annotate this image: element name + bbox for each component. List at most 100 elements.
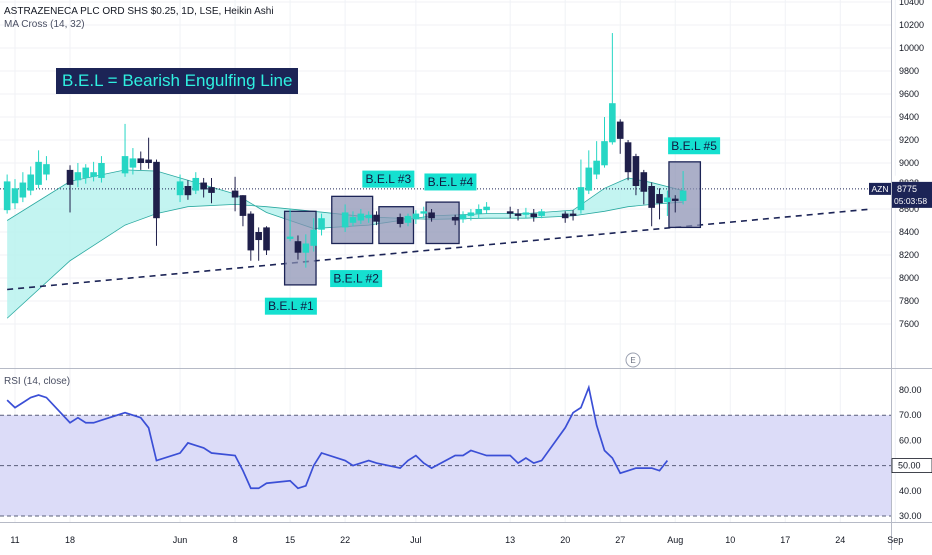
candle-body bbox=[11, 188, 19, 204]
candle-body bbox=[428, 212, 435, 219]
candle-body bbox=[664, 197, 671, 203]
candle-body bbox=[310, 229, 317, 246]
candle-up bbox=[192, 172, 200, 195]
candle-body bbox=[624, 142, 632, 173]
candle-body bbox=[43, 164, 50, 175]
earnings-marker-icon[interactable] bbox=[625, 352, 641, 368]
price-tick-label: 9600 bbox=[899, 89, 919, 99]
candle-up bbox=[74, 163, 82, 188]
time-tick-label: 22 bbox=[340, 535, 350, 545]
candle-up bbox=[302, 234, 310, 268]
candle-body bbox=[569, 213, 577, 216]
candle-up bbox=[475, 204, 483, 219]
time-tick-label: 24 bbox=[835, 535, 845, 545]
candle-body bbox=[200, 182, 207, 190]
candle-body bbox=[561, 213, 569, 219]
candle-down bbox=[66, 165, 74, 213]
candle-up bbox=[585, 150, 593, 195]
candle-down bbox=[640, 169, 648, 205]
candle-body bbox=[506, 211, 514, 214]
earnings-marker-label: E bbox=[630, 356, 635, 365]
candle-down bbox=[137, 151, 145, 170]
ticker-label: AZN bbox=[872, 184, 889, 194]
candle-up bbox=[577, 159, 585, 214]
candle-up bbox=[27, 166, 35, 196]
candle-body bbox=[522, 212, 530, 215]
candle-body bbox=[74, 172, 82, 181]
candle-body bbox=[231, 190, 239, 198]
bel-annotation[interactable]: B.E.L #2 bbox=[330, 270, 383, 288]
candle-up bbox=[35, 150, 42, 189]
candle-body bbox=[294, 241, 302, 253]
bel-annotation[interactable]: B.E.L #5 bbox=[668, 137, 721, 155]
bel-annotation[interactable]: B.E.L #3 bbox=[362, 170, 415, 188]
candle-body bbox=[373, 214, 380, 222]
candle-up bbox=[467, 209, 475, 221]
candle-up bbox=[286, 209, 294, 242]
candle-body bbox=[90, 172, 97, 177]
candle-body bbox=[3, 181, 11, 211]
trend-line[interactable] bbox=[7, 208, 872, 291]
candle-up bbox=[538, 209, 545, 219]
candle-up bbox=[341, 204, 349, 232]
bel-annotation[interactable]: B.E.L #4 bbox=[424, 173, 477, 191]
candle-up bbox=[90, 161, 97, 182]
bel-annotation-label: B.E.L #2 bbox=[333, 272, 379, 286]
candle-body bbox=[475, 209, 483, 214]
rsi-tick-label: 60.00 bbox=[899, 435, 922, 445]
candle-down bbox=[153, 159, 160, 246]
candle-body bbox=[341, 212, 349, 228]
candle-down bbox=[561, 211, 569, 223]
rsi-title[interactable]: RSI (14, close) bbox=[4, 376, 71, 387]
candle-down bbox=[632, 153, 640, 196]
bel-box[interactable] bbox=[425, 201, 460, 245]
candle-body bbox=[467, 212, 475, 216]
bel-annotation-bg bbox=[668, 137, 721, 155]
time-tick-label: Aug bbox=[667, 535, 683, 545]
time-tick-label: 15 bbox=[285, 535, 295, 545]
candle-body bbox=[459, 214, 467, 220]
price-tick-label: 7800 bbox=[899, 296, 919, 306]
candle-body bbox=[98, 163, 105, 178]
candle-body bbox=[184, 186, 192, 196]
bel-annotation-bg bbox=[362, 170, 415, 188]
candle-down bbox=[451, 214, 459, 226]
indicator-label[interactable]: MA Cross (14, 32) bbox=[4, 19, 85, 30]
candle-up bbox=[82, 164, 90, 184]
rsi-line[interactable] bbox=[6, 384, 669, 490]
price-tick-label: 10400 bbox=[899, 0, 924, 7]
candle-up bbox=[121, 123, 129, 177]
candle-up bbox=[129, 148, 137, 175]
candle-body bbox=[66, 169, 74, 185]
candle-up bbox=[522, 207, 530, 219]
time-tick-label: 11 bbox=[10, 535, 19, 545]
candle-down bbox=[145, 137, 152, 169]
ticker-badge bbox=[869, 182, 891, 195]
candle-body bbox=[208, 187, 215, 193]
time-tick-label: 18 bbox=[65, 535, 75, 545]
candle-body bbox=[679, 190, 687, 201]
candle-body bbox=[239, 195, 247, 216]
candle-body bbox=[247, 213, 255, 251]
price-tick-label: 8000 bbox=[899, 273, 919, 283]
time-tick-label: 13 bbox=[505, 535, 515, 545]
candle-up bbox=[98, 156, 105, 183]
candle-down bbox=[671, 195, 679, 213]
candle-down bbox=[506, 206, 514, 219]
candle-body bbox=[145, 159, 152, 163]
candle-down bbox=[530, 209, 538, 222]
candle-body bbox=[671, 198, 679, 201]
price-tick-label: 9400 bbox=[899, 112, 919, 122]
candle-body bbox=[35, 161, 42, 185]
candle-down bbox=[569, 210, 577, 221]
candle-up bbox=[483, 202, 490, 214]
bel-annotation[interactable]: B.E.L #1 bbox=[264, 297, 317, 315]
candle-body bbox=[153, 161, 160, 219]
candle-body bbox=[640, 172, 648, 192]
candle-body bbox=[483, 206, 490, 211]
candle-body bbox=[538, 211, 545, 216]
candle-body bbox=[176, 181, 184, 196]
candle-body bbox=[412, 213, 420, 220]
